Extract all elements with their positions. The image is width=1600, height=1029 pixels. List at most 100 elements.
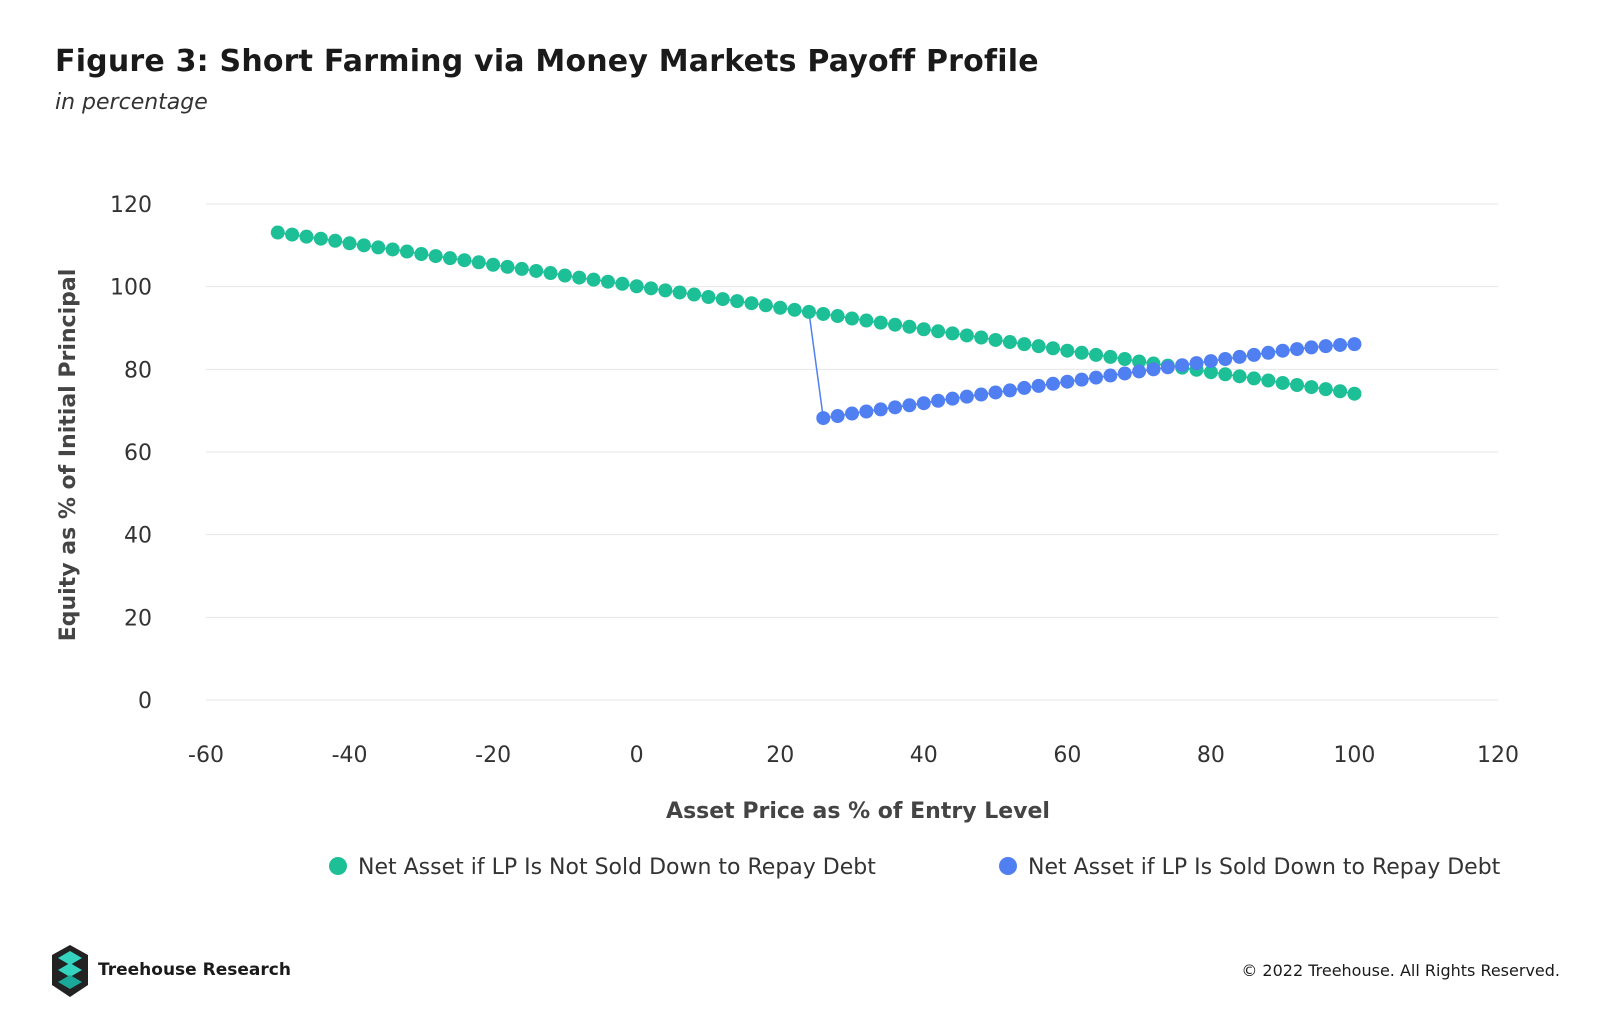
data-point-series-0	[572, 270, 587, 285]
data-point-series-1	[1275, 343, 1290, 358]
data-point-series-0	[371, 240, 386, 255]
data-point-series-0	[285, 227, 300, 242]
data-point-series-1	[1232, 349, 1247, 364]
data-point-series-0	[974, 330, 989, 345]
data-point-series-0	[543, 266, 558, 281]
data-point-series-0	[600, 274, 615, 289]
data-point-series-1	[1074, 372, 1089, 387]
chart-subtitle: in percentage	[55, 90, 208, 115]
data-point-series-0	[1045, 341, 1060, 356]
x-tick-label: -40	[332, 743, 368, 768]
legend-label-blue: Net Asset if LP Is Sold Down to Repay De…	[1028, 855, 1501, 880]
data-point-series-0	[1117, 352, 1132, 366]
data-point-series-0	[428, 249, 443, 264]
data-point-series-1	[1347, 337, 1362, 352]
data-point-series-0	[629, 279, 644, 294]
data-point-series-1	[1333, 337, 1348, 352]
data-point-series-0	[557, 268, 572, 283]
data-point-series-1	[1290, 342, 1305, 357]
data-point-series-0	[443, 251, 458, 266]
treehouse-logo	[52, 945, 88, 997]
data-point-series-0	[945, 326, 960, 341]
chart-title: Figure 3: Short Farming via Money Market…	[55, 44, 1039, 79]
legend: Net Asset if LP Is Not Sold Down to Repa…	[329, 855, 1501, 880]
data-point-series-0	[529, 263, 544, 278]
data-point-series-0	[342, 236, 357, 251]
data-point-series-0	[1275, 375, 1290, 390]
x-tick-label: -20	[475, 743, 511, 768]
grid-lines	[206, 203, 1498, 701]
data-point-series-1	[1089, 370, 1104, 385]
series-group	[270, 225, 1362, 426]
data-point-series-0	[1304, 380, 1319, 395]
data-point-series-0	[1232, 369, 1247, 384]
data-point-series-0	[615, 276, 630, 291]
x-tick-label: 60	[1053, 743, 1081, 768]
y-axis-title: Equity as % of Initial Principal	[56, 269, 81, 642]
data-point-series-1	[1175, 358, 1190, 373]
data-point-series-0	[486, 257, 501, 272]
data-point-series-1	[902, 398, 917, 413]
data-point-series-0	[916, 322, 931, 337]
data-point-series-0	[514, 261, 529, 276]
data-point-series-1	[1002, 383, 1017, 398]
data-point-series-0	[1261, 373, 1276, 388]
data-point-series-1	[1261, 345, 1276, 360]
data-point-series-0	[715, 292, 730, 307]
x-tick-label: -60	[188, 743, 224, 768]
x-tick-label: 80	[1197, 743, 1225, 768]
data-point-series-1	[1146, 362, 1161, 377]
data-point-series-1	[1160, 360, 1175, 375]
data-point-series-0	[1074, 345, 1089, 360]
data-point-series-0	[988, 332, 1003, 347]
data-point-series-1	[1218, 352, 1233, 366]
y-tick-label: 20	[124, 606, 152, 631]
data-point-series-0	[959, 328, 974, 343]
data-point-series-1	[931, 393, 946, 408]
data-point-series-0	[1002, 335, 1017, 350]
data-point-series-0	[1347, 386, 1362, 401]
y-tick-label: 40	[124, 524, 152, 549]
data-point-series-0	[859, 313, 874, 328]
data-point-series-1	[1132, 364, 1147, 379]
data-point-series-1	[1318, 339, 1333, 354]
data-point-series-0	[1318, 382, 1333, 397]
data-point-series-0	[701, 290, 716, 304]
data-point-series-1	[873, 402, 888, 417]
brand-name: Treehouse Research	[98, 960, 291, 980]
y-tick-label: 80	[124, 358, 152, 383]
data-point-series-1	[945, 391, 960, 406]
data-point-series-0	[644, 281, 659, 296]
data-point-series-1	[1031, 378, 1046, 393]
legend-label-green: Net Asset if LP Is Not Sold Down to Repa…	[358, 855, 876, 880]
data-point-series-1	[859, 404, 874, 419]
series-connector-line	[808, 311, 825, 419]
data-point-series-0	[1089, 347, 1104, 362]
x-tick-label: 120	[1477, 743, 1519, 768]
data-point-series-1	[1045, 376, 1060, 391]
data-point-series-1	[988, 385, 1003, 400]
data-point-series-0	[744, 296, 759, 311]
y-tick-label: 0	[138, 689, 152, 714]
copyright: © 2022 Treehouse. All Rights Reserved.	[1241, 961, 1560, 980]
data-point-series-1	[888, 400, 903, 415]
data-point-series-0	[457, 253, 472, 268]
data-point-series-0	[356, 238, 371, 253]
data-point-series-0	[1246, 371, 1261, 386]
data-point-series-0	[1218, 367, 1233, 382]
data-point-series-0	[414, 247, 429, 262]
data-point-series-1	[816, 411, 831, 426]
data-point-series-0	[787, 302, 802, 317]
data-point-series-0	[816, 306, 831, 321]
x-tick-label: 40	[910, 743, 938, 768]
data-point-series-0	[873, 315, 888, 330]
data-point-series-0	[385, 242, 400, 257]
data-point-series-1	[1304, 340, 1319, 355]
data-point-series-0	[730, 294, 745, 309]
y-tick-label: 120	[110, 193, 152, 218]
data-point-series-0	[313, 231, 328, 246]
data-point-series-0	[1060, 343, 1075, 358]
data-point-series-0	[758, 298, 773, 313]
data-point-series-0	[1103, 349, 1118, 364]
